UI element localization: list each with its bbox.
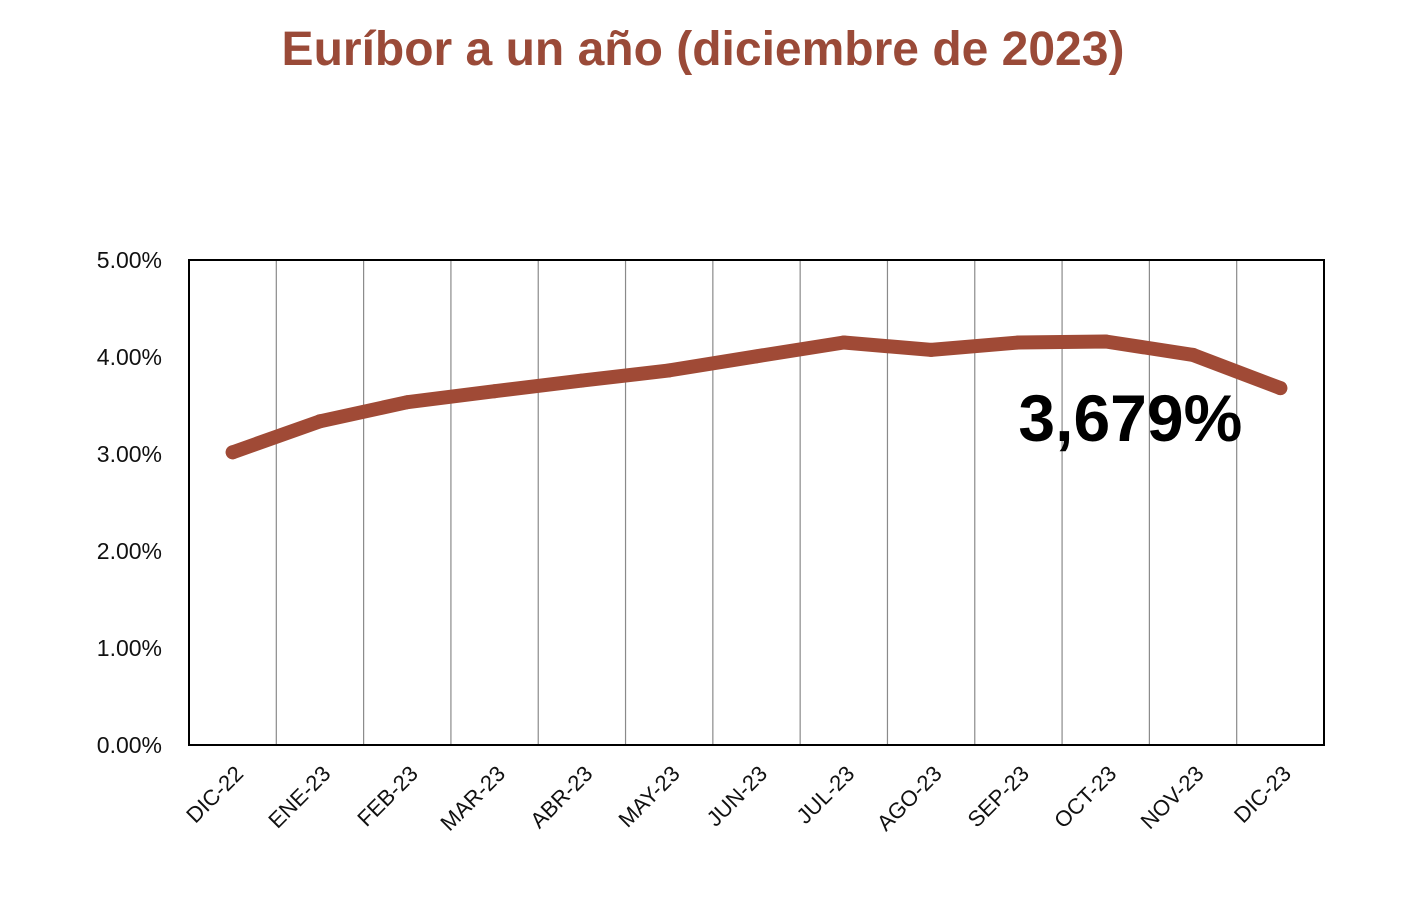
plot-area [188,259,1325,746]
data-point [312,414,327,429]
x-tick-label: NOV-23 [1136,761,1209,834]
data-point [1098,334,1113,349]
data-point [400,395,415,410]
x-tick-label: MAY-23 [613,761,684,832]
grid-lines [275,260,1238,745]
data-point [225,445,240,460]
data-point [574,373,589,388]
x-tick-label: MAR-23 [435,761,510,836]
y-tick-label: 3.00% [97,441,162,467]
x-tick-label: ABR-23 [525,761,597,833]
data-point [1011,335,1026,350]
y-tick-label: 4.00% [97,344,162,370]
data-point [924,342,939,357]
x-tick-label: OCT-23 [1049,761,1121,833]
data-points [225,334,1288,460]
y-tick-label: 2.00% [97,538,162,564]
data-point [1186,347,1201,362]
y-tick-label: 0.00% [97,732,162,758]
data-point [487,384,502,399]
x-tick-label: DIC-22 [181,761,248,828]
data-point [836,335,851,350]
x-tick-label: SEP-23 [963,761,1034,832]
value-annotation: 3,679% [1018,381,1242,455]
x-tick-label: DIC-23 [1229,761,1296,828]
chart-title: Euríbor a un año (diciembre de 2023) [281,23,1125,76]
data-point [662,363,677,378]
y-tick-label: 5.00% [97,247,162,273]
x-tick-label: FEB-23 [352,761,422,831]
y-tick-label: 1.00% [97,635,162,661]
data-point [1273,381,1288,396]
data-point [749,349,764,364]
y-axis-ticks: 0.00% 1.00% 2.00% 3.00% 4.00% 5.00% [97,247,162,758]
x-tick-label: JUN-23 [702,761,772,831]
x-tick-label: AGO-23 [872,761,947,836]
x-tick-label: JUL-23 [792,761,860,829]
x-tick-label: ENE-23 [263,761,335,833]
x-axis-ticks: DIC-22 ENE-23 FEB-23 MAR-23 ABR-23 MAY-23 JUN-… [181,761,1296,836]
